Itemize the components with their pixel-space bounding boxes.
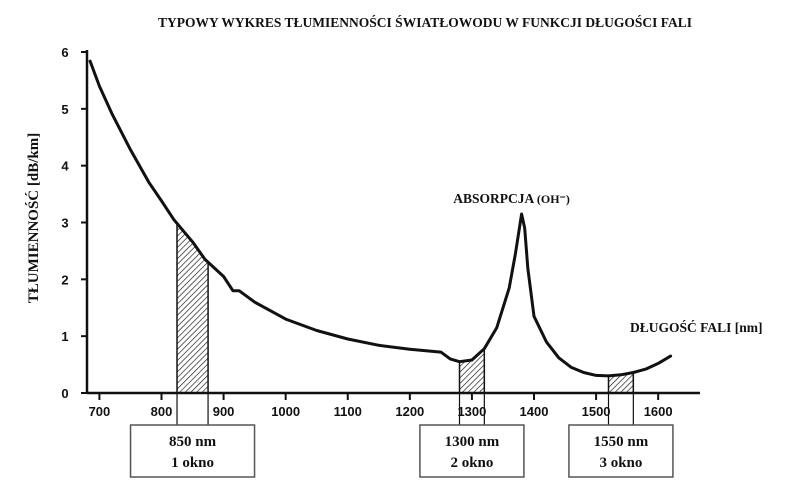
window-box-line: 3 okno xyxy=(599,455,642,471)
y-axis-label: TŁUMIENNOŚĆ [dB/km] xyxy=(25,133,42,303)
transmission-window-hatches xyxy=(176,221,635,394)
window-hatch-2 xyxy=(458,346,486,394)
absorption-annotation-suffix: (OH⁻) xyxy=(537,192,570,206)
window-box-1 xyxy=(129,424,256,478)
x-tick-label: 1200 xyxy=(395,404,424,419)
attenuation-curve xyxy=(88,59,673,378)
y-tick-label: 4 xyxy=(61,159,69,174)
y-tick-label: 3 xyxy=(61,216,68,231)
window-box-2 xyxy=(419,424,525,478)
window-boxes: 850 nm 1 okno 1300 nm 2 okno 1550 nm 3 okno xyxy=(129,393,674,478)
window-box-line: 1550 nm xyxy=(594,434,649,450)
window-box-line: 2 okno xyxy=(450,455,493,471)
y-tick-label: 5 xyxy=(61,102,68,117)
y-tick-label: 6 xyxy=(61,45,68,60)
x-tick-label: 800 xyxy=(151,404,173,419)
x-ticks: 700 800 900 1000 1100 1200 1300 1400 1500 1600 xyxy=(89,393,673,419)
x-tick-label: 1400 xyxy=(520,404,549,419)
absorption-annotation: ABSORPCJA (OH⁻) xyxy=(453,191,570,206)
x-axis-label: DŁUGOŚĆ FALI [nm] xyxy=(630,320,763,335)
y-tick-label: 1 xyxy=(61,329,68,344)
y-ticks: 0 1 2 3 4 5 6 xyxy=(61,45,87,401)
window-box-3 xyxy=(568,424,674,478)
x-tick-label: 1100 xyxy=(334,404,362,419)
x-tick-label: 700 xyxy=(89,404,111,419)
window-hatch-1 xyxy=(176,221,209,394)
window-box-line: 1 okno xyxy=(171,455,214,471)
chart-title: TYPOWY WYKRES TŁUMIENNOŚCI ŚWIATŁOWODU W… xyxy=(158,15,692,30)
x-tick-label: 1600 xyxy=(644,404,673,419)
x-tick-label: 900 xyxy=(213,404,235,419)
window-box-line: 850 nm xyxy=(169,434,217,450)
y-tick-label: 0 xyxy=(61,386,68,401)
x-tick-label: 1500 xyxy=(582,404,611,419)
x-tick-label: 1300 xyxy=(457,404,486,419)
x-tick-label: 1000 xyxy=(271,404,300,419)
annotations: ABSORPCJA (OH⁻) xyxy=(453,191,570,206)
series xyxy=(88,59,673,378)
y-tick-label: 2 xyxy=(61,272,68,287)
window-box-line: 1300 nm xyxy=(445,434,500,450)
